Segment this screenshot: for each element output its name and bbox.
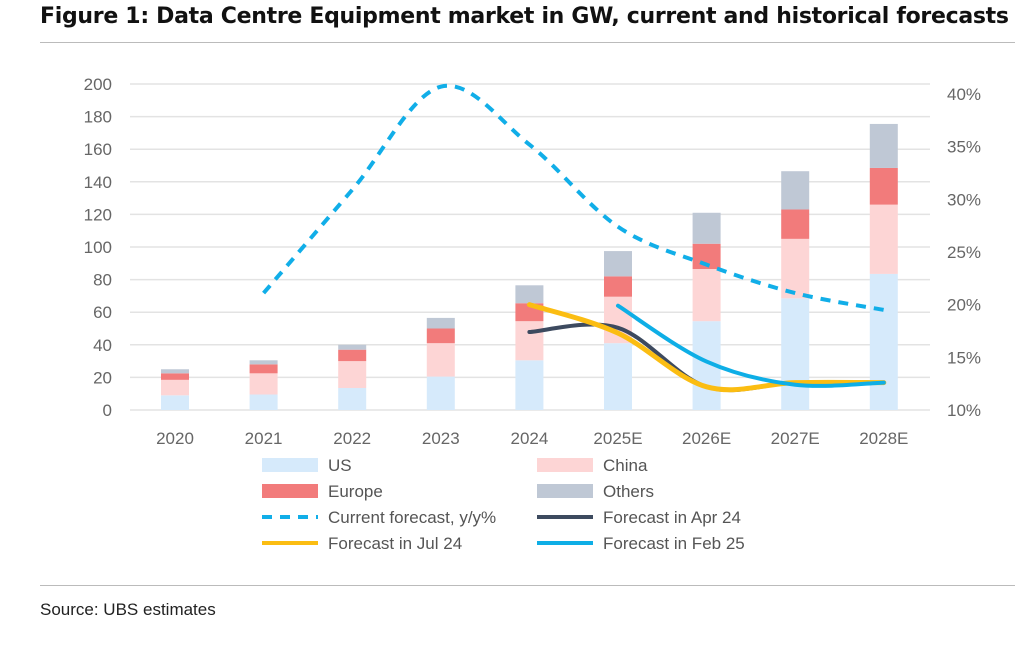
bar-europe xyxy=(604,276,632,297)
y2-tick-label: 15% xyxy=(947,348,981,367)
bar-us xyxy=(604,343,632,410)
y2-tick-label: 10% xyxy=(947,401,981,420)
bar-europe xyxy=(161,373,189,380)
bar-europe xyxy=(869,167,898,205)
legend-label: Europe xyxy=(328,482,383,501)
x-tick-label: 2026E xyxy=(682,429,731,448)
y2-tick-label: 30% xyxy=(947,190,981,209)
bar-china xyxy=(426,343,455,377)
bar-china xyxy=(338,361,367,388)
legend-swatch xyxy=(537,484,593,498)
bar-others xyxy=(869,123,898,168)
bar-china xyxy=(161,379,189,396)
bar-china xyxy=(249,373,278,395)
bar-europe xyxy=(781,209,810,239)
y-tick-label: 120 xyxy=(84,205,112,224)
bar-europe xyxy=(338,349,367,362)
title-divider xyxy=(40,42,1015,43)
bar-us xyxy=(161,395,189,410)
x-tick-label: 2023 xyxy=(422,429,460,448)
bar-china xyxy=(515,321,544,361)
y-tick-label: 80 xyxy=(93,271,112,290)
legend-label: Others xyxy=(603,482,654,501)
legend-label: US xyxy=(328,456,352,475)
line-current-forecast-y-y- xyxy=(262,83,885,312)
y-tick-label: 40 xyxy=(93,336,112,355)
x-tick-label: 2027E xyxy=(771,429,820,448)
legend-label: Forecast in Jul 24 xyxy=(328,534,462,553)
legend-label: Current forecast, y/y% xyxy=(328,508,496,527)
y-tick-label: 160 xyxy=(84,140,112,159)
y2-tick-label: 40% xyxy=(947,85,981,104)
bar-others xyxy=(515,285,544,304)
x-tick-label: 2028E xyxy=(859,429,908,448)
x-tick-label: 2024 xyxy=(510,429,548,448)
bar-us xyxy=(338,387,367,410)
bar-europe xyxy=(249,364,278,374)
y-tick-label: 140 xyxy=(84,173,112,192)
y-tick-label: 60 xyxy=(93,303,112,322)
legend-label: China xyxy=(603,456,648,475)
bar-us xyxy=(249,394,278,410)
legend-swatch xyxy=(262,458,318,472)
bar-china xyxy=(692,269,721,322)
bar-europe xyxy=(426,328,455,344)
y-tick-label: 20 xyxy=(93,368,112,387)
y2-tick-label: 25% xyxy=(947,243,981,262)
legend-label: Forecast in Feb 25 xyxy=(603,534,745,553)
y-tick-label: 180 xyxy=(84,108,112,127)
bar-others xyxy=(604,251,632,277)
figure-title: Figure 1: Data Centre Equipment market i… xyxy=(40,4,1009,29)
bar-others xyxy=(426,317,455,329)
x-tick-label: 2020 xyxy=(156,429,194,448)
source-divider xyxy=(40,585,1015,586)
bar-others xyxy=(161,369,189,374)
x-tick-label: 2025E xyxy=(593,429,642,448)
y-tick-label: 100 xyxy=(84,238,112,257)
bar-china xyxy=(781,238,810,299)
bar-china xyxy=(869,204,898,274)
y2-tick-label: 35% xyxy=(947,138,981,157)
source-note: Source: UBS estimates xyxy=(40,600,216,619)
line-forecast-in-feb-25 xyxy=(616,303,886,388)
bar-others xyxy=(692,212,721,244)
legend-label: Forecast in Apr 24 xyxy=(603,508,741,527)
bar-us xyxy=(781,298,810,410)
x-tick-label: 2022 xyxy=(333,429,371,448)
legend-swatch xyxy=(537,458,593,472)
bar-others xyxy=(249,360,278,365)
legend-swatch xyxy=(262,484,318,498)
bar-others xyxy=(338,344,367,350)
bar-us xyxy=(426,376,455,410)
x-tick-label: 2021 xyxy=(245,429,283,448)
bar-us xyxy=(869,273,898,410)
bar-others xyxy=(781,171,810,210)
y-tick-label: 0 xyxy=(103,401,112,420)
y2-tick-label: 20% xyxy=(947,296,981,315)
bar-us xyxy=(515,360,544,410)
y-tick-label: 200 xyxy=(84,75,112,94)
